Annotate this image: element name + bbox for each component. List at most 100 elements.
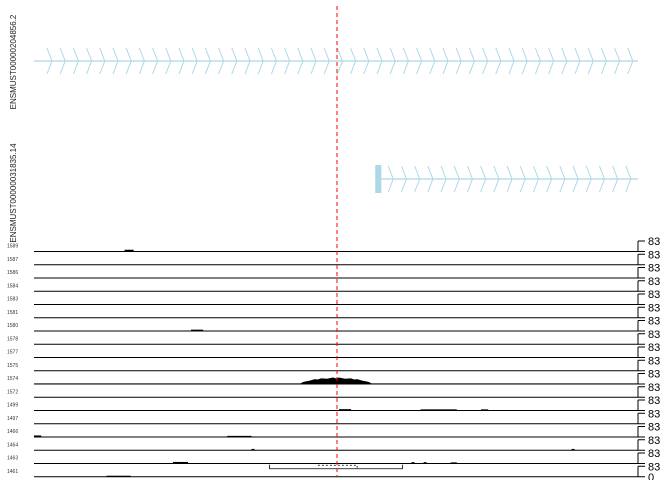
track-axis: 83 <box>637 302 660 319</box>
junction-inner-bracket <box>317 464 358 468</box>
sample-label: 1578 <box>7 336 18 342</box>
coverage-track: 1578 83 <box>7 329 660 345</box>
track-axis: 830 <box>637 461 660 480</box>
strand-chevron <box>416 47 423 75</box>
track-axis: 83 <box>637 249 660 266</box>
coverage-track: 1577 83 <box>7 342 660 358</box>
coverage-bar <box>251 448 255 451</box>
strand-chevron <box>627 47 634 75</box>
strand-chevron <box>310 47 317 75</box>
strand-chevron <box>600 47 607 75</box>
coverage-track: 1574 83 <box>7 369 660 385</box>
strand-chevron <box>598 165 605 193</box>
strand-chevron <box>112 47 119 75</box>
strand-chevron <box>572 165 579 193</box>
axis-min-label: 0 <box>648 472 654 480</box>
strand-chevron <box>389 47 396 75</box>
transcript-track: ENSMUST00000204856.2 <box>9 14 638 109</box>
strand-chevron <box>534 47 541 75</box>
strand-chevron <box>336 47 343 75</box>
strand-chevron <box>46 47 53 75</box>
coverage-track: 1497 83 <box>7 408 660 425</box>
strand-chevron <box>559 165 566 193</box>
junction-bracket <box>269 464 403 470</box>
strand-chevron <box>508 47 515 75</box>
sample-label: 1583 <box>7 297 18 303</box>
strand-chevron <box>429 47 436 75</box>
strand-chevron <box>400 165 407 193</box>
strand-chevron <box>625 165 632 193</box>
axis-max-label: 83 <box>648 355 660 367</box>
track-axis: 83 <box>637 316 660 332</box>
strand-chevron <box>72 47 79 75</box>
strand-chevron <box>548 47 555 75</box>
axis-max-label: 83 <box>648 448 660 460</box>
coverage-peak <box>299 377 373 384</box>
track-axis: 83 <box>637 289 660 305</box>
strand-chevron <box>86 47 93 75</box>
sample-label: 1466 <box>7 429 18 435</box>
strand-chevron <box>574 47 581 75</box>
strand-chevron <box>165 47 172 75</box>
sample-label: 1587 <box>7 257 18 263</box>
track-axis: 83 <box>637 448 660 464</box>
axis-max-label: 83 <box>648 382 660 394</box>
sample-label: 1497 <box>7 416 18 422</box>
strand-chevron <box>257 47 264 75</box>
sample-label: 1589 <box>7 244 18 250</box>
strand-chevron <box>363 47 370 75</box>
strand-chevron <box>546 165 553 193</box>
axis-max-label: 83 <box>648 461 660 473</box>
coverage-bar <box>191 329 204 331</box>
axis-max-label: 83 <box>648 302 660 314</box>
strand-chevron <box>191 47 198 75</box>
strand-chevron <box>587 47 594 75</box>
coverage-bar <box>106 475 131 477</box>
transcript-panel: ENSMUST00000204856.2 ENSMUST00000031835.1… <box>9 14 638 243</box>
coverage-track: 1586 83 <box>7 263 660 279</box>
track-axis: 83 <box>637 382 660 398</box>
track-axis: 83 <box>637 435 660 451</box>
strand-chevron <box>387 165 394 193</box>
sample-label: 1580 <box>7 323 18 329</box>
strand-chevron <box>402 47 409 75</box>
axis-max-label: 83 <box>648 369 660 381</box>
transcript-label: ENSMUST00000204856.2 <box>9 14 18 109</box>
strand-chevron <box>59 47 66 75</box>
coverage-track: 1584 83 <box>7 276 660 292</box>
axis-max-label: 83 <box>648 422 660 434</box>
track-axis: 83 <box>637 329 660 345</box>
strand-chevron <box>493 165 500 193</box>
strand-chevron <box>614 47 621 75</box>
coverage-bar <box>227 435 252 437</box>
coverage-track: 1463 83 <box>7 448 660 464</box>
coverage-track: 1461 830 <box>7 461 660 480</box>
strand-chevron <box>284 47 291 75</box>
strand-chevron <box>427 165 434 193</box>
coverage-bar <box>420 409 457 411</box>
sample-label: 1577 <box>7 350 18 356</box>
coverage-track: 1466 83 <box>7 422 660 438</box>
coverage-bar <box>480 409 489 411</box>
coverage-noise <box>34 383 638 384</box>
sample-label: 1499 <box>7 403 18 409</box>
strand-chevron <box>440 165 447 193</box>
strand-chevron <box>218 47 225 75</box>
track-axis: 83 <box>637 408 660 425</box>
strand-chevron <box>138 47 145 75</box>
coverage-track: 1583 83 <box>7 289 660 305</box>
sample-label: 1572 <box>7 389 18 395</box>
axis-max-label: 83 <box>648 329 660 341</box>
coverage-bar <box>34 435 42 437</box>
coverage-track: 1587 83 <box>7 249 660 266</box>
coverage-track: 1580 83 <box>7 316 660 332</box>
strand-chevron <box>585 165 592 193</box>
sample-label: 1581 <box>7 310 18 316</box>
strand-chevron <box>350 47 357 75</box>
strand-chevron <box>442 47 449 75</box>
strand-chevron <box>612 165 619 193</box>
coverage-track: 1575 83 <box>7 355 660 372</box>
strand-chevron <box>376 47 383 75</box>
